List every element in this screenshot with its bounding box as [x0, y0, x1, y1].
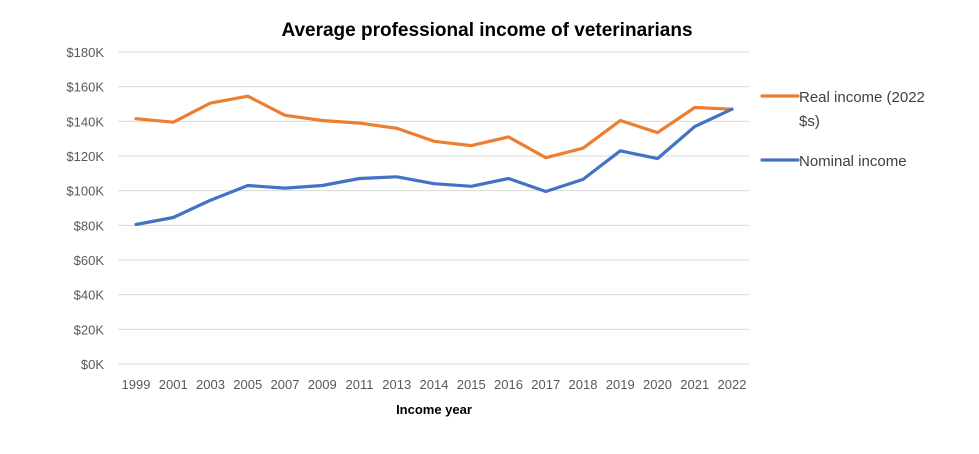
- x-tick-label: 2011: [346, 377, 374, 392]
- y-tick-label: $40K: [74, 288, 105, 303]
- y-tick-label: $20K: [74, 322, 105, 337]
- legend: Real income (2022 $s) Nominal income: [760, 89, 925, 170]
- y-tick-label: $180K: [66, 45, 104, 60]
- y-tick-label: $160K: [66, 80, 104, 95]
- x-axis-title: Income year: [396, 402, 472, 417]
- data-series: [134, 94, 734, 227]
- x-tick-label: 1999: [122, 377, 151, 392]
- y-tick-label: $120K: [66, 149, 104, 164]
- x-tick-label: 2018: [569, 377, 598, 392]
- gridlines: [118, 51, 749, 365]
- x-tick-label: 2015: [457, 377, 486, 392]
- y-tick-label: $0K: [81, 357, 104, 372]
- chart-title: Average professional income of veterinar…: [281, 20, 692, 41]
- x-tick-label: 2022: [718, 377, 747, 392]
- legend-label: $s): [799, 113, 820, 130]
- x-tick-label: 2003: [196, 377, 225, 392]
- x-axis-tick-labels: 1999 2001 2003 2005 2007 2009 2011 2013 2014 2015…: [122, 377, 747, 392]
- x-tick-label: 2017: [531, 377, 560, 392]
- x-tick-label: 2014: [420, 377, 449, 392]
- series-line-nominal-income: [134, 107, 734, 227]
- x-tick-label: 2019: [606, 377, 635, 392]
- x-tick-label: 2009: [308, 377, 337, 392]
- x-tick-label: 2007: [271, 377, 300, 392]
- y-tick-label: $80K: [74, 218, 105, 233]
- series-line-real-income: [134, 94, 734, 160]
- legend-label: Real income (2022: [799, 89, 925, 106]
- x-tick-label: 2013: [382, 377, 411, 392]
- x-tick-label: 2021: [680, 377, 709, 392]
- x-tick-label: 2001: [159, 377, 188, 392]
- y-tick-label: $140K: [66, 114, 104, 129]
- legend-label: Nominal income: [799, 153, 907, 170]
- y-axis-tick-labels: $0K $20K $40K $60K $80K $100K $120K $140K $160K $…: [66, 45, 104, 372]
- y-tick-label: $100K: [66, 184, 104, 199]
- y-tick-label: $60K: [74, 253, 105, 268]
- x-tick-label: 2016: [494, 377, 523, 392]
- x-tick-label: 2005: [233, 377, 262, 392]
- x-tick-label: 2020: [643, 377, 672, 392]
